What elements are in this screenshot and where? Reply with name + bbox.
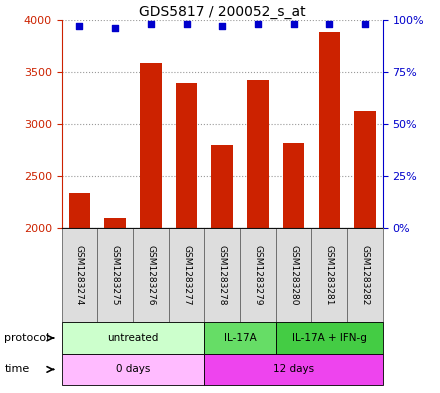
Text: GSM1283281: GSM1283281 [325, 245, 334, 305]
Bar [62, 322, 204, 354]
Text: GSM1283279: GSM1283279 [253, 245, 262, 305]
Text: time: time [4, 364, 29, 375]
Bar [62, 354, 204, 385]
Text: GSM1283278: GSM1283278 [218, 245, 227, 305]
Bar [312, 228, 347, 322]
Bar [97, 228, 133, 322]
Text: GSM1283275: GSM1283275 [110, 245, 120, 305]
Bar [169, 228, 204, 322]
Text: GSM1283277: GSM1283277 [182, 245, 191, 305]
Text: untreated: untreated [107, 333, 159, 343]
Text: protocol: protocol [4, 333, 50, 343]
Bar [354, 111, 376, 228]
Point [183, 21, 190, 27]
Bar [104, 217, 126, 228]
Bar [283, 143, 304, 228]
Text: 0 days: 0 days [116, 364, 150, 375]
Bar [176, 83, 197, 228]
Text: IL-17A + IFN-g: IL-17A + IFN-g [292, 333, 367, 343]
Bar [204, 354, 383, 385]
Bar [247, 80, 268, 228]
Point [290, 21, 297, 27]
Bar [347, 228, 383, 322]
Title: GDS5817 / 200052_s_at: GDS5817 / 200052_s_at [139, 5, 305, 18]
Bar [62, 228, 97, 322]
Bar [204, 228, 240, 322]
Text: 12 days: 12 days [273, 364, 314, 375]
Point [76, 23, 83, 29]
Bar [140, 63, 161, 228]
Bar [276, 228, 312, 322]
Text: GSM1283280: GSM1283280 [289, 245, 298, 305]
Bar [204, 322, 276, 354]
Point [254, 21, 261, 27]
Text: GSM1283274: GSM1283274 [75, 245, 84, 305]
Point [361, 21, 368, 27]
Point [112, 25, 119, 31]
Point [147, 21, 154, 27]
Bar [69, 193, 90, 228]
Text: GSM1283282: GSM1283282 [360, 245, 370, 305]
Text: IL-17A: IL-17A [224, 333, 257, 343]
Bar [319, 32, 340, 228]
Bar [133, 228, 169, 322]
Bar [212, 145, 233, 228]
Point [219, 23, 226, 29]
Point [326, 21, 333, 27]
Bar [240, 228, 276, 322]
Bar [276, 322, 383, 354]
Text: GSM1283276: GSM1283276 [147, 245, 155, 305]
